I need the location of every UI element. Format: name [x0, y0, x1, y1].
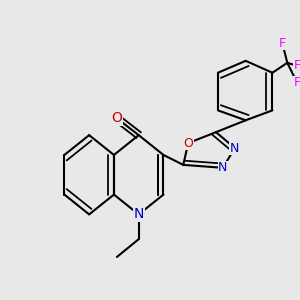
Text: N: N	[134, 207, 144, 221]
Text: N: N	[230, 142, 239, 154]
Text: N: N	[218, 161, 228, 174]
Text: O: O	[112, 111, 122, 125]
Text: F: F	[294, 76, 300, 89]
Text: F: F	[279, 37, 286, 50]
Text: F: F	[294, 59, 300, 72]
Text: O: O	[183, 136, 193, 150]
